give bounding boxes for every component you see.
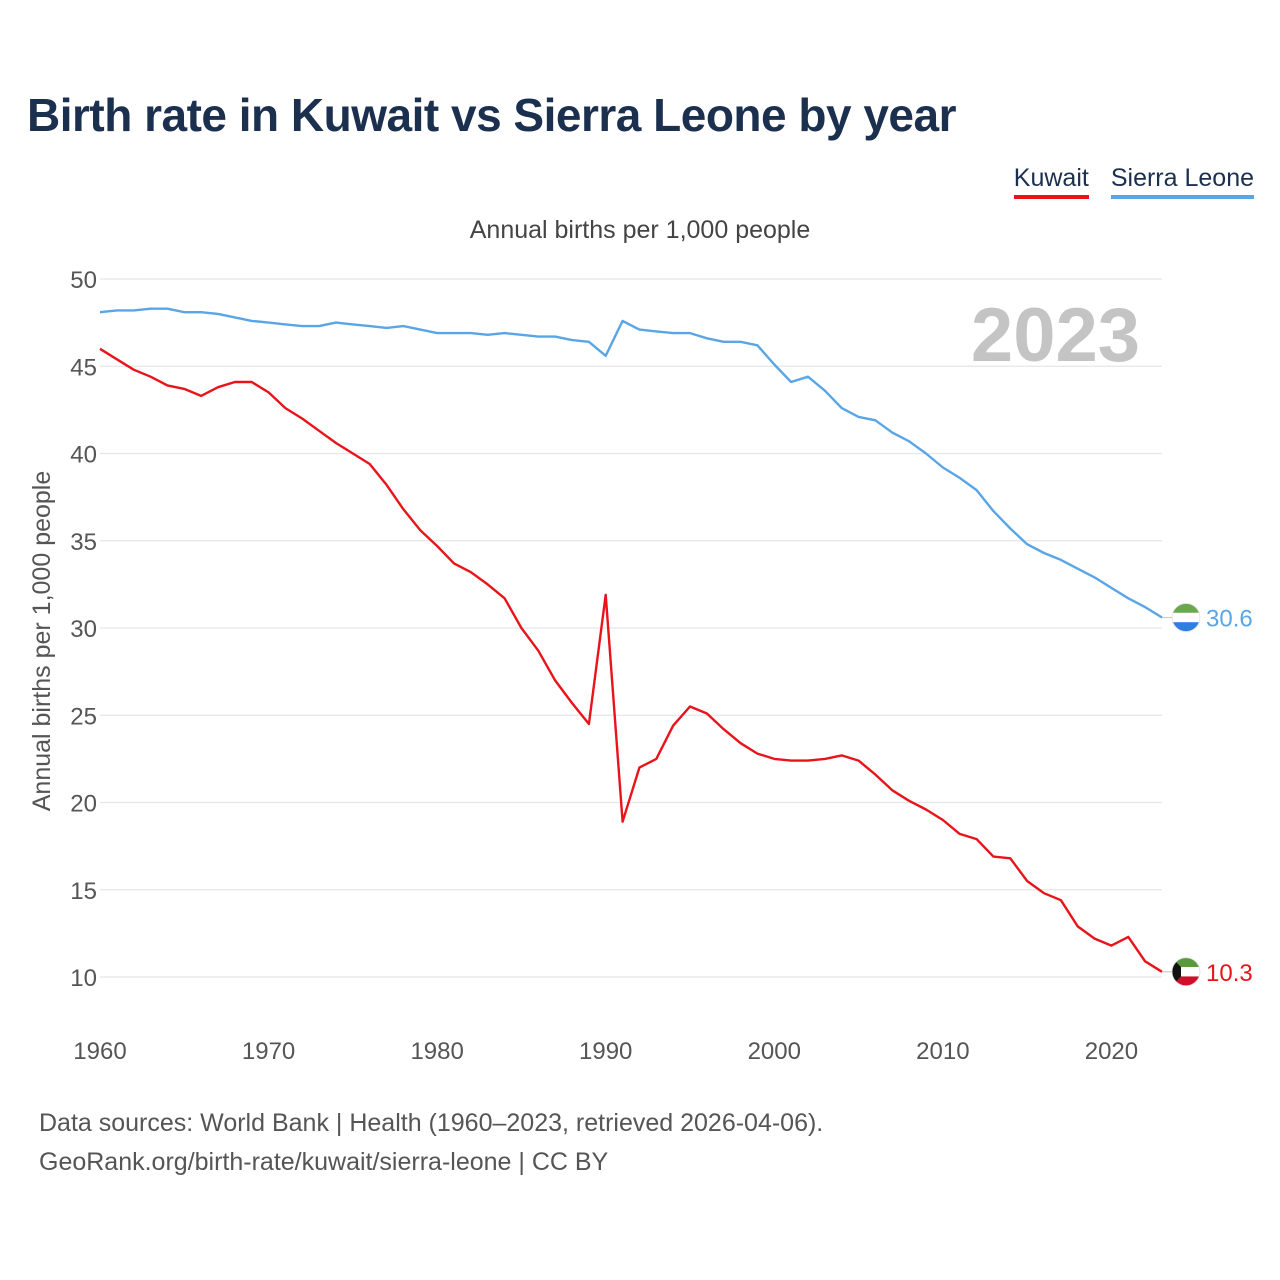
series-line-sierra-leone: [99, 307, 1163, 619]
year-watermark: 2023: [971, 293, 1140, 378]
y-tick-label-10: 10: [70, 965, 97, 992]
flag-icon-sierra-leone: [1172, 603, 1200, 632]
footer-sources: Data sources: World Bank | Health (1960–…: [39, 1109, 824, 1137]
footer: Data sources: World Bank | Health (1960–…: [39, 1104, 823, 1182]
x-tick-label-2010: 2010: [916, 1038, 969, 1065]
end-value-label-sierra-leone: 30.6: [1206, 606, 1253, 633]
x-tick-label-2020: 2020: [1085, 1038, 1138, 1065]
end-value-label-kuwait: 10.3: [1206, 960, 1253, 987]
y-tick-label-15: 15: [70, 878, 97, 905]
chart-title: Birth rate in Kuwait vs Sierra Leone by …: [27, 89, 957, 141]
series-layer: [99, 307, 1163, 973]
y-tick-label-50: 50: [70, 267, 97, 294]
chart-subtitle: Annual births per 1,000 people: [469, 216, 811, 244]
x-axis-ticks: 1960 1970 1980 1990 2000 2010 2020: [73, 1038, 1138, 1065]
y-tick-label-30: 30: [70, 616, 97, 643]
gridlines: [100, 278, 1162, 978]
x-tick-label-1980: 1980: [410, 1038, 463, 1065]
x-tick-label-1970: 1970: [242, 1038, 295, 1065]
legend: Kuwait Sierra Leone: [1013, 164, 1254, 199]
y-axis-label: Annual births per 1,000 people: [28, 471, 56, 812]
y-tick-label-20: 20: [70, 791, 97, 818]
x-tick-label-1990: 1990: [579, 1038, 632, 1065]
y-tick-label-25: 25: [70, 703, 97, 730]
y-axis-ticks: 10 15 20 25 30 35 40 45 50: [70, 267, 97, 992]
end-markers: 30.6 10.3: [1162, 603, 1253, 987]
series-line-kuwait: [99, 347, 1163, 973]
x-tick-label-2000: 2000: [748, 1038, 801, 1065]
y-tick-label-40: 40: [70, 442, 97, 469]
x-tick-label-1960: 1960: [73, 1038, 126, 1065]
y-tick-label-35: 35: [70, 529, 97, 556]
y-tick-label-45: 45: [70, 354, 97, 381]
legend-item-sierra-leone[interactable]: Sierra Leone: [1110, 164, 1254, 199]
footer-attribution: GeoRank.org/birth-rate/kuwait/sierra-leo…: [39, 1148, 609, 1176]
legend-item-kuwait[interactable]: Kuwait: [1013, 164, 1089, 199]
